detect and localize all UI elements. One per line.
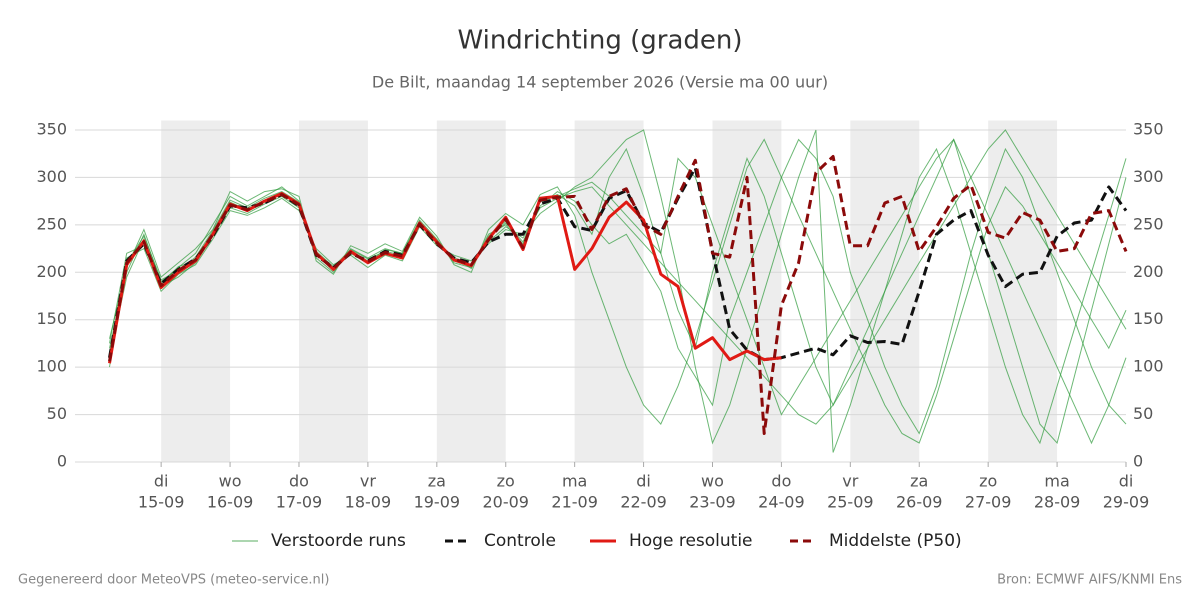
x-tick-label: 16-09 [207, 493, 254, 512]
x-tick-label: 28-09 [1034, 493, 1081, 512]
y2-tick-label: 350 [1133, 119, 1164, 138]
y-tick-label: 100 [36, 357, 67, 376]
y-tick-label: 150 [36, 309, 67, 328]
legend-label: Hoge resolutie [629, 531, 753, 551]
x-tick-day: zo [497, 472, 515, 491]
y-tick-label: 250 [36, 214, 67, 233]
x-tick-day: di [636, 472, 651, 491]
x-tick-day: di [1119, 472, 1134, 491]
x-tick-label: 20-09 [482, 493, 529, 512]
day-shading [161, 120, 231, 462]
ensemble-line [109, 138, 1127, 445]
x-tick-label: 25-09 [827, 493, 874, 512]
ensemble-line [109, 129, 1127, 425]
legend-label: Controle [484, 531, 556, 551]
x-tick-label: 17-09 [276, 493, 323, 512]
x-tick-label: 21-09 [551, 493, 598, 512]
y2-tick-label: 300 [1133, 167, 1164, 186]
ensemble-line [109, 138, 1127, 444]
day-shading [574, 120, 644, 462]
chart-title: Windrichting (graden) [457, 26, 742, 56]
footer-left: Gegenereerd door MeteoVPS (meteo-service… [18, 573, 329, 588]
x-tick-day: vr [360, 472, 376, 491]
x-tick-day: do [289, 472, 309, 491]
y2-tick-label: 100 [1133, 357, 1164, 376]
x-tick-day: do [771, 472, 791, 491]
y-tick-label: 0 [57, 452, 67, 471]
x-tick-day: za [428, 472, 446, 491]
x-tick-day: zo [979, 472, 997, 491]
y2-tick-label: 0 [1133, 452, 1143, 471]
day-shading [436, 120, 506, 462]
x-tick-label: 18-09 [345, 493, 392, 512]
x-tick-day: ma [1044, 472, 1069, 491]
y2-tick-label: 50 [1133, 404, 1153, 423]
y2-tick-label: 250 [1133, 214, 1164, 233]
x-tick-label: 22-09 [620, 493, 667, 512]
x-tick-label: 27-09 [965, 493, 1012, 512]
ensemble-line [109, 138, 1127, 435]
x-tick-label: 24-09 [758, 493, 805, 512]
y2-tick-label: 150 [1133, 309, 1164, 328]
x-tick-label: 15-09 [138, 493, 185, 512]
series-line [108, 155, 1128, 435]
y-tick-label: 200 [36, 262, 67, 281]
x-tick-day: di [154, 472, 169, 491]
series-line [108, 192, 782, 364]
footer-right: Bron: ECMWF AIFS/KNMI Ens [997, 573, 1182, 588]
chart-subtitle: De Bilt, maandag 14 september 2026 (Vers… [372, 73, 828, 92]
y-tick-label: 350 [36, 119, 67, 138]
x-tick-label: 19-09 [414, 493, 461, 512]
legend-label: Verstoorde runs [271, 531, 406, 551]
y-tick-label: 300 [36, 167, 67, 186]
x-tick-day: za [910, 472, 928, 491]
x-tick-label: 26-09 [896, 493, 943, 512]
x-tick-label: 29-09 [1103, 493, 1150, 512]
x-tick-day: wo [219, 472, 242, 491]
legend-label: Middelste (P50) [829, 531, 962, 551]
x-tick-day: wo [701, 472, 724, 491]
day-shading [298, 120, 368, 462]
x-tick-day: ma [562, 472, 587, 491]
x-tick-label: 23-09 [689, 493, 736, 512]
y2-tick-label: 200 [1133, 262, 1164, 281]
x-tick-day: vr [842, 472, 858, 491]
day-shading [712, 120, 782, 462]
y-tick-label: 50 [47, 404, 67, 423]
ensemble-line [109, 129, 1127, 453]
